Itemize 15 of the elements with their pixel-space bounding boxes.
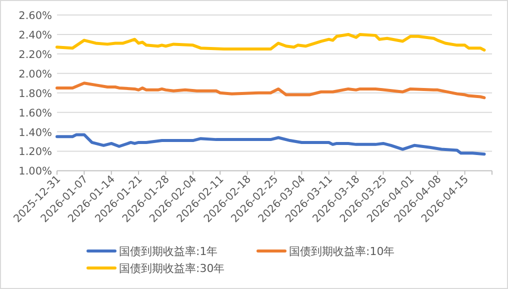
y-tick-label: 2.00% xyxy=(18,68,52,80)
legend-label: 国债到期收益率:30年 xyxy=(119,262,225,275)
line-series xyxy=(56,82,486,100)
y-tick-label: 1.20% xyxy=(18,146,52,158)
y-tick-label: 2.40% xyxy=(18,29,52,42)
y-tick-label: 2.20% xyxy=(18,48,52,61)
legend-label: 国债到期收益率:1年 xyxy=(119,245,218,258)
line-series xyxy=(56,32,486,52)
y-tick-label: 1.00% xyxy=(18,166,52,178)
y-tick-label: 2.60% xyxy=(18,10,52,22)
y-tick-label: 1.60% xyxy=(18,107,52,120)
legend-label: 国债到期收益率:10年 xyxy=(289,245,395,258)
line-series xyxy=(56,133,486,156)
y-tick-label: 1.80% xyxy=(18,88,52,100)
y-tick-label: 1.40% xyxy=(18,126,52,139)
